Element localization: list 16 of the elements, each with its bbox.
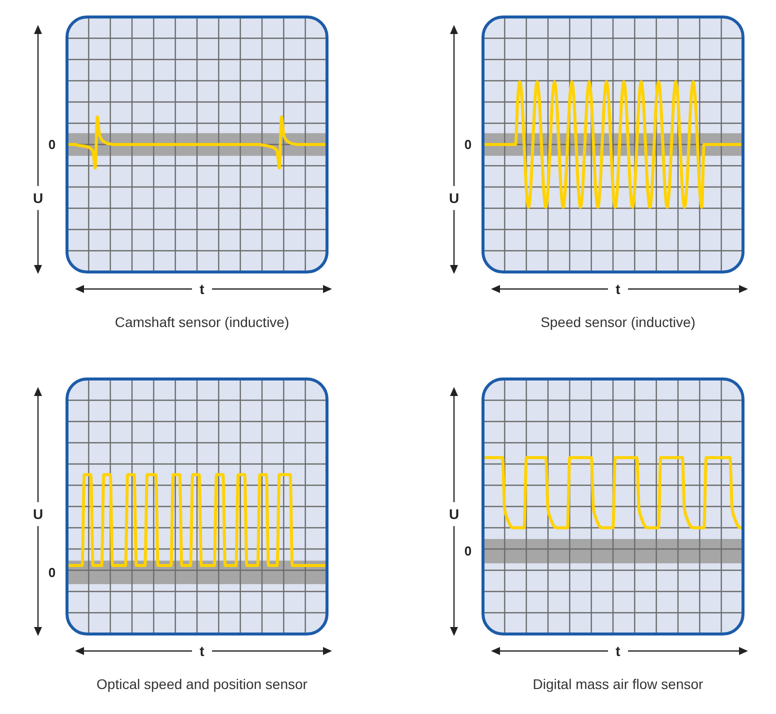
y-axis-title: U: [32, 506, 44, 522]
text: Camshaft sensor (inductive): [114, 314, 290, 330]
text: 0: [48, 137, 56, 152]
text: 0: [464, 137, 472, 152]
text: 0: [48, 564, 56, 580]
x-axis-title: t: [616, 280, 621, 297]
text: Speed sensor (inductive): [540, 314, 696, 330]
x-axis-title: t: [616, 642, 621, 659]
x-axis-title: t: [200, 280, 205, 297]
x-axis-title: t: [200, 642, 205, 659]
text: Optical speed and position sensor: [96, 676, 308, 692]
y-axis-title: U: [448, 190, 460, 206]
text: 0: [464, 544, 472, 559]
y-axis-title: U: [32, 190, 44, 206]
text: Digital mass air flow sensor: [532, 676, 704, 692]
y-axis-title: U: [448, 506, 460, 522]
